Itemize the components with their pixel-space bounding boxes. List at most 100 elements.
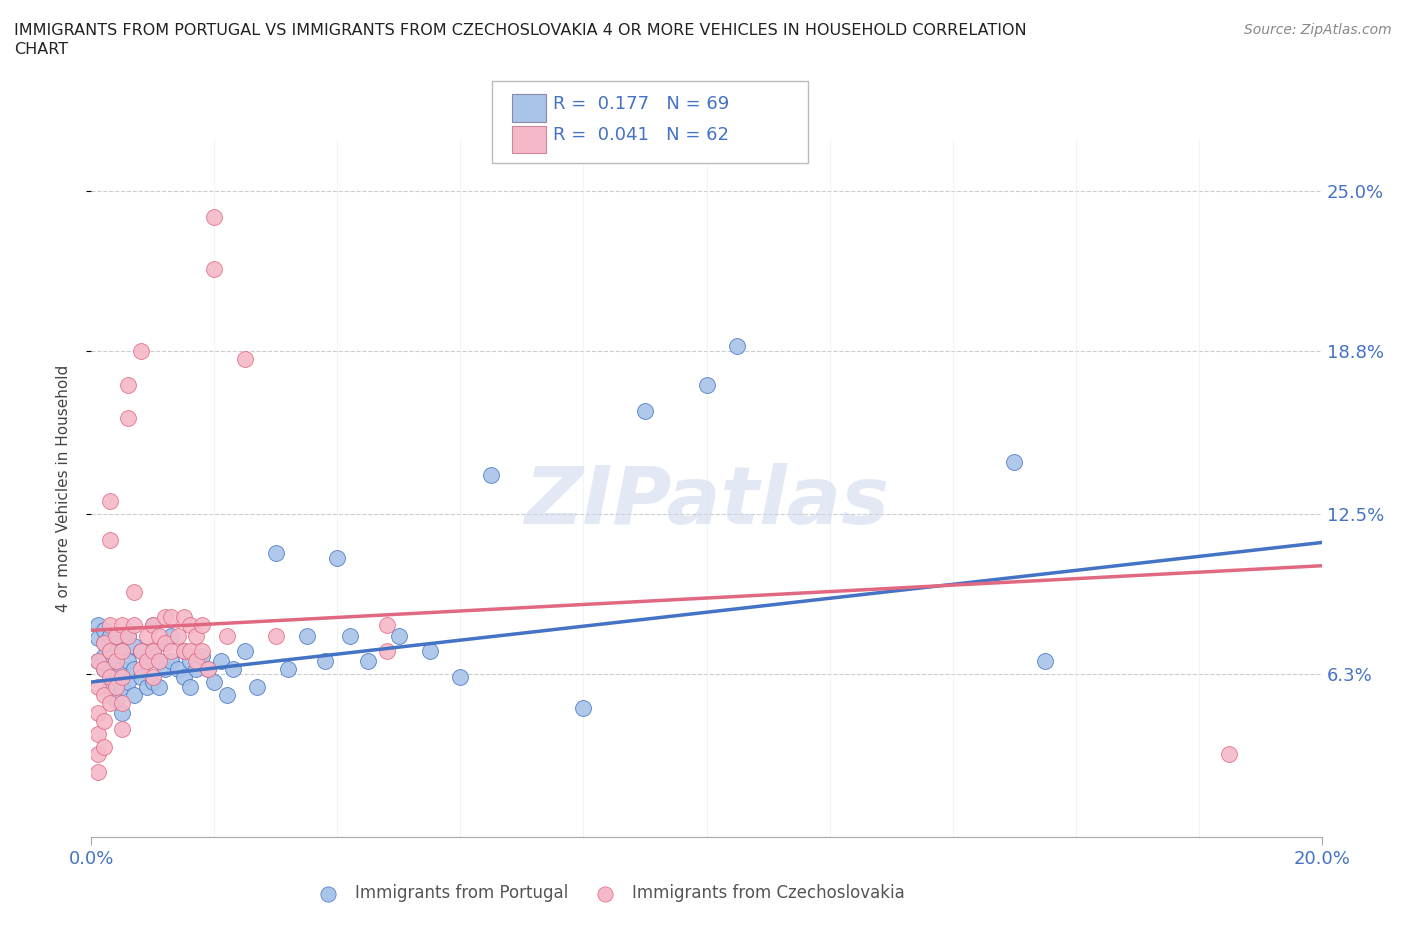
Text: R =  0.041   N = 62: R = 0.041 N = 62 xyxy=(553,126,728,144)
Point xyxy=(179,644,201,658)
Point xyxy=(173,670,195,684)
Point xyxy=(105,674,127,689)
Point xyxy=(117,411,139,426)
Point xyxy=(222,661,245,676)
Point xyxy=(142,618,165,632)
Point xyxy=(86,618,108,632)
Text: R =  0.177   N = 69: R = 0.177 N = 69 xyxy=(553,95,728,113)
Point xyxy=(375,618,398,632)
Point xyxy=(142,618,165,632)
Point xyxy=(148,680,170,695)
Point xyxy=(153,661,177,676)
Point xyxy=(129,644,152,658)
Point xyxy=(148,654,170,669)
Point xyxy=(202,209,225,224)
Point xyxy=(98,628,121,643)
Point xyxy=(1002,455,1025,470)
Point xyxy=(1033,654,1056,669)
Point xyxy=(148,654,170,669)
Point xyxy=(98,644,121,658)
Point xyxy=(173,610,195,625)
Point xyxy=(111,680,134,695)
Point xyxy=(129,644,152,658)
Point xyxy=(388,628,411,643)
Point xyxy=(191,649,214,664)
Point xyxy=(93,636,115,651)
Point xyxy=(209,654,232,669)
Text: IMMIGRANTS FROM PORTUGAL VS IMMIGRANTS FROM CZECHOSLOVAKIA 4 OR MORE VEHICLES IN: IMMIGRANTS FROM PORTUGAL VS IMMIGRANTS F… xyxy=(14,23,1026,38)
Point xyxy=(357,654,380,669)
Point xyxy=(339,628,361,643)
Point xyxy=(86,706,108,721)
Point xyxy=(111,706,134,721)
Point xyxy=(215,628,238,643)
Point xyxy=(105,680,127,695)
Point xyxy=(246,680,269,695)
Point xyxy=(105,654,127,669)
Point xyxy=(93,713,115,728)
Point xyxy=(93,687,115,702)
Point xyxy=(215,687,238,702)
Point xyxy=(153,636,177,651)
Point xyxy=(124,661,146,676)
Point xyxy=(202,674,225,689)
Text: CHART: CHART xyxy=(14,42,67,57)
Point xyxy=(184,654,207,669)
Point xyxy=(129,344,152,359)
Point xyxy=(117,628,139,643)
Point xyxy=(191,618,214,632)
Point xyxy=(129,670,152,684)
Point xyxy=(93,661,115,676)
Point xyxy=(179,618,201,632)
Point xyxy=(572,700,595,715)
Point xyxy=(166,628,188,643)
Point xyxy=(105,693,127,708)
Point xyxy=(98,696,121,711)
Point xyxy=(86,765,108,780)
Point xyxy=(479,468,502,483)
Point xyxy=(135,654,157,669)
Point xyxy=(105,628,127,643)
Point xyxy=(111,696,134,711)
Text: ZIPatlas: ZIPatlas xyxy=(524,463,889,541)
Point xyxy=(295,628,318,643)
Point xyxy=(117,674,139,689)
Point xyxy=(86,654,108,669)
Point xyxy=(129,661,152,676)
Point xyxy=(142,644,165,658)
Point xyxy=(184,628,207,643)
Point xyxy=(98,618,121,632)
Point xyxy=(264,628,287,643)
Point xyxy=(160,654,183,669)
Point xyxy=(696,378,718,392)
Point xyxy=(197,661,219,676)
Point xyxy=(86,680,108,695)
Point xyxy=(142,674,165,689)
Point xyxy=(179,654,201,669)
Point xyxy=(111,618,134,632)
Point xyxy=(419,644,441,658)
Point xyxy=(98,494,121,509)
Point xyxy=(98,661,121,676)
Text: Source: ZipAtlas.com: Source: ZipAtlas.com xyxy=(1244,23,1392,37)
Point xyxy=(117,628,139,643)
Point xyxy=(86,747,108,762)
Point xyxy=(233,644,256,658)
Point xyxy=(98,533,121,548)
Point xyxy=(314,654,336,669)
Point xyxy=(191,644,214,658)
Point xyxy=(124,687,146,702)
Point xyxy=(98,644,121,658)
Point xyxy=(93,636,115,651)
Point xyxy=(202,261,225,276)
Point xyxy=(142,644,165,658)
Y-axis label: 4 or more Vehicles in Household: 4 or more Vehicles in Household xyxy=(56,365,70,612)
Point xyxy=(98,670,121,684)
Point xyxy=(142,670,165,684)
Point xyxy=(173,644,195,658)
Point xyxy=(105,654,127,669)
Point xyxy=(86,726,108,741)
Point xyxy=(173,644,195,658)
Point xyxy=(111,644,134,658)
Point xyxy=(179,680,201,695)
